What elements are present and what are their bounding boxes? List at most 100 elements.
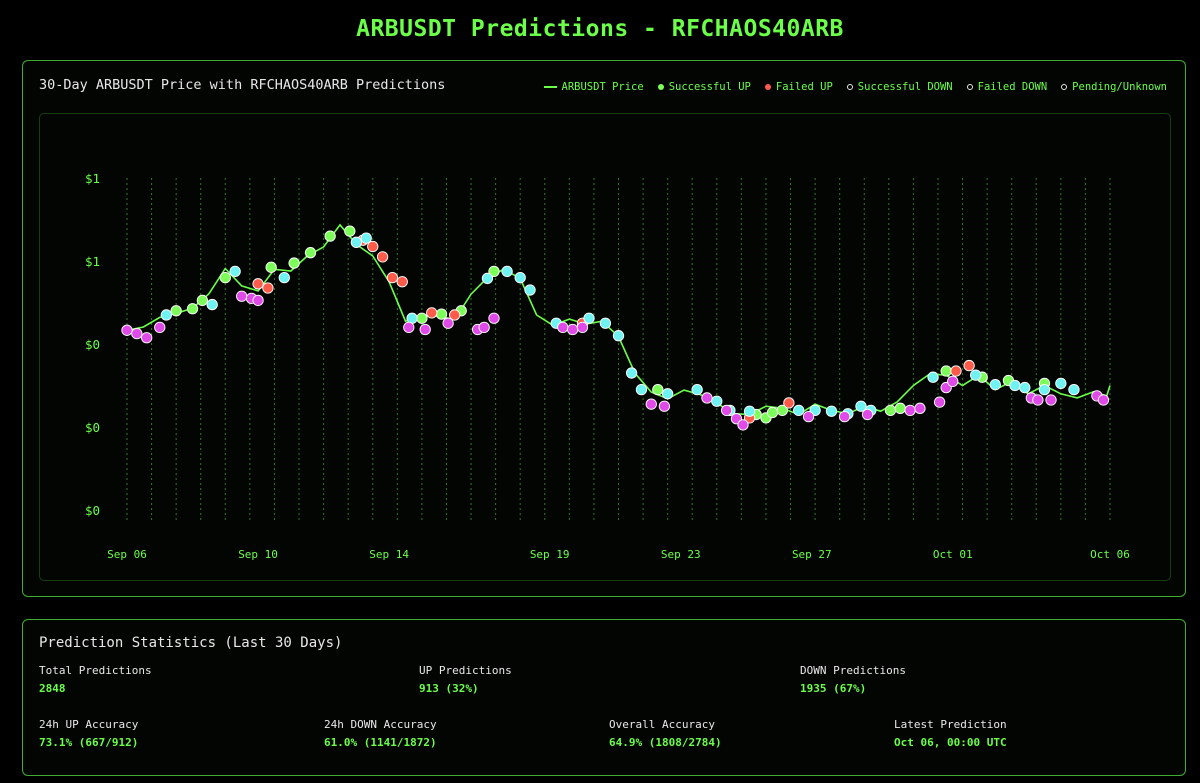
failed-down-point[interactable]: [478, 321, 490, 334]
successful-up-point[interactable]: [304, 247, 317, 259]
failed-down-point[interactable]: [442, 317, 454, 329]
successful-up-point[interactable]: [170, 305, 182, 317]
failed-down-point[interactable]: [904, 404, 916, 417]
legend-item-failed-down[interactable]: Failed DOWN: [966, 81, 1048, 93]
failed-up-point[interactable]: [262, 282, 274, 294]
failed-up-point[interactable]: [963, 359, 975, 372]
failed-down-point[interactable]: [658, 400, 671, 412]
failed-down-point[interactable]: [701, 392, 713, 404]
failed-up-point[interactable]: [783, 397, 795, 409]
successful-down-point[interactable]: [1009, 379, 1021, 392]
successful-down-point[interactable]: [514, 271, 526, 284]
failed-down-point[interactable]: [838, 410, 851, 423]
successful-down-point[interactable]: [278, 271, 290, 284]
chart-legend: ARBUSDT Price Successful UP Failed UP Su…: [543, 81, 1167, 93]
successful-down-point[interactable]: [662, 388, 674, 400]
successful-up-point[interactable]: [940, 365, 952, 377]
legend-label: Failed DOWN: [977, 81, 1048, 93]
failed-up-point[interactable]: [449, 309, 461, 321]
successful-up-point[interactable]: [766, 406, 779, 419]
successful-down-point[interactable]: [1019, 381, 1031, 394]
successful-down-point[interactable]: [743, 405, 756, 417]
failed-up-point[interactable]: [950, 365, 962, 377]
failed-down-point[interactable]: [861, 408, 874, 421]
legend-item-price[interactable]: ARBUSDT Price: [543, 81, 644, 93]
failed-down-point[interactable]: [1032, 394, 1044, 406]
successful-down-point[interactable]: [825, 405, 838, 417]
failed-down-point[interactable]: [236, 290, 248, 302]
failed-down-point[interactable]: [933, 396, 946, 408]
legend-item-successful-down[interactable]: Successful DOWN: [846, 81, 953, 93]
y-tick-label: $0: [85, 420, 100, 435]
successful-down-point[interactable]: [160, 309, 172, 321]
successful-up-point[interactable]: [265, 261, 277, 273]
failed-down-point[interactable]: [576, 321, 589, 334]
successful-down-point[interactable]: [612, 330, 625, 342]
failed-up-point[interactable]: [376, 251, 389, 263]
successful-down-point[interactable]: [583, 312, 595, 324]
failed-up-point[interactable]: [386, 271, 399, 284]
failed-up-point[interactable]: [396, 276, 408, 288]
successful-down-point[interactable]: [229, 265, 241, 278]
failed-down-point[interactable]: [802, 410, 815, 423]
successful-up-point[interactable]: [894, 402, 906, 414]
successful-down-point[interactable]: [206, 298, 218, 311]
successful-down-point[interactable]: [599, 317, 612, 329]
successful-down-point[interactable]: [481, 272, 494, 285]
legend-item-successful-up[interactable]: Successful UP: [657, 81, 751, 93]
successful-down-point[interactable]: [350, 236, 363, 248]
successful-up-point[interactable]: [776, 404, 788, 417]
successful-down-point[interactable]: [711, 395, 723, 407]
successful-up-point[interactable]: [324, 230, 336, 242]
failed-up-point[interactable]: [252, 278, 264, 290]
successful-down-point[interactable]: [1068, 383, 1080, 396]
failed-down-point[interactable]: [557, 321, 569, 334]
successful-up-point[interactable]: [196, 294, 209, 307]
failed-down-point[interactable]: [720, 404, 733, 417]
successful-up-point[interactable]: [186, 303, 199, 315]
failed-down-point[interactable]: [141, 332, 153, 344]
failed-down-point[interactable]: [737, 419, 749, 431]
successful-down-point[interactable]: [1055, 377, 1067, 390]
successful-down-point[interactable]: [501, 265, 513, 278]
successful-down-point[interactable]: [927, 371, 939, 383]
failed-down-point[interactable]: [252, 294, 264, 307]
failed-down-point[interactable]: [154, 321, 166, 334]
successful-down-point[interactable]: [635, 383, 648, 396]
stat-label: Total Predictions: [39, 664, 152, 677]
successful-down-point[interactable]: [855, 400, 867, 412]
successful-down-point[interactable]: [524, 284, 536, 296]
successful-up-point[interactable]: [488, 265, 500, 278]
failed-down-point[interactable]: [488, 312, 500, 324]
successful-down-point[interactable]: [989, 379, 1001, 391]
successful-up-point[interactable]: [416, 312, 428, 324]
successful-down-point[interactable]: [1038, 383, 1051, 396]
failed-down-point[interactable]: [121, 324, 133, 336]
failed-down-point[interactable]: [1097, 394, 1110, 406]
successful-down-point[interactable]: [691, 383, 703, 396]
failed-down-point[interactable]: [1045, 394, 1057, 406]
stat-value: 2848: [39, 682, 66, 695]
failed-down-point[interactable]: [645, 398, 657, 410]
failed-up-point[interactable]: [426, 307, 438, 319]
failed-down-point[interactable]: [566, 323, 579, 336]
failed-down-point[interactable]: [131, 327, 143, 340]
failed-down-point[interactable]: [914, 402, 926, 414]
failed-up-point[interactable]: [367, 240, 379, 253]
failed-down-point[interactable]: [403, 321, 415, 334]
successful-down-point[interactable]: [970, 369, 982, 381]
successful-up-point[interactable]: [435, 308, 448, 320]
legend-item-pending[interactable]: Pending/Unknown: [1061, 81, 1167, 93]
successful-down-point[interactable]: [625, 367, 638, 379]
successful-up-point[interactable]: [344, 225, 356, 237]
successful-up-point[interactable]: [884, 404, 897, 417]
successful-up-point[interactable]: [288, 257, 300, 269]
legend-item-failed-up[interactable]: Failed UP: [764, 81, 833, 93]
successful-up-point[interactable]: [219, 271, 231, 284]
successful-up-point[interactable]: [652, 383, 664, 396]
failed-down-point[interactable]: [419, 323, 431, 336]
successful-down-point[interactable]: [793, 404, 805, 417]
successful-down-point[interactable]: [360, 232, 372, 244]
y-tick-label: $1: [85, 254, 100, 269]
failed-down-point[interactable]: [947, 375, 959, 387]
